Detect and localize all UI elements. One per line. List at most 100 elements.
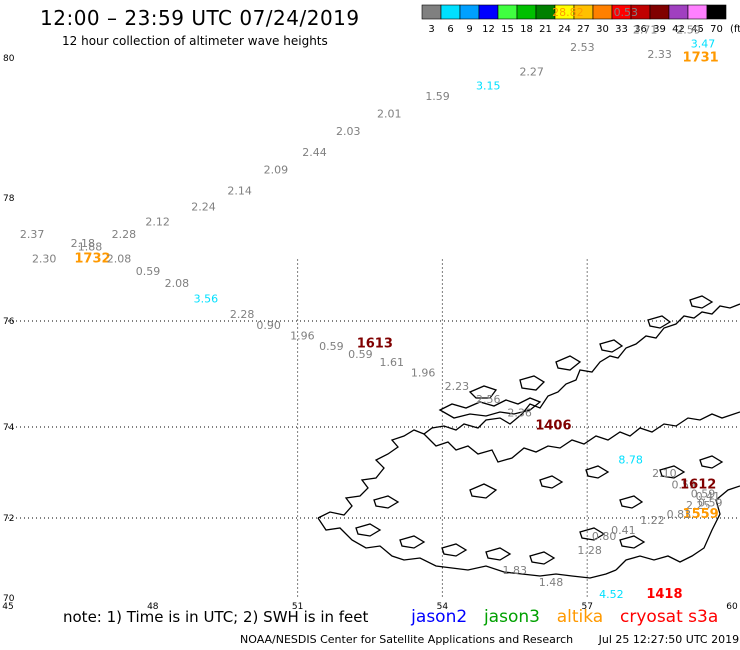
wave-height-label: 2.12: [145, 216, 170, 229]
legend-note: note: 1) Time is in UTC; 2) SWH is in fe…: [63, 608, 369, 626]
wave-height-label: 2.09: [264, 164, 289, 177]
lat-tick-label: 74: [3, 423, 15, 433]
colorbar-swatch-70: [706, 4, 727, 20]
wave-height-label: 1.59: [425, 90, 450, 103]
pass-time-label: 1732: [74, 252, 110, 267]
colorbar-label: 9: [466, 24, 472, 35]
lat-tick-label: 76: [3, 317, 15, 327]
legend-sat-cryosat: cryosat s3a: [620, 607, 719, 627]
wave-height-label: 1.28: [577, 544, 602, 557]
colorbar-label: 30: [596, 24, 609, 35]
pass-time-label: 1406: [535, 418, 571, 433]
wave-height-label: 2.37: [20, 228, 45, 241]
wave-height-label: 0.83: [667, 508, 692, 521]
lat-tick-label: 72: [3, 514, 14, 524]
wave-height-label: 3.56: [194, 293, 219, 306]
colorbar-label: 6: [447, 24, 453, 35]
wave-height-label: 2.53: [570, 41, 595, 54]
lat-lon-grid: [8, 259, 740, 598]
page-subtitle: 12 hour collection of altimeter wave hei…: [62, 34, 328, 48]
wave-height-label: 2.01: [377, 108, 402, 121]
wave-height-label: 1.88: [78, 240, 103, 253]
colorbar-label: 36: [634, 24, 647, 35]
wave-height-label: 2.23: [445, 380, 470, 393]
wave-height-label: 2.71: [633, 24, 658, 37]
wave-height-label: 0.53: [614, 6, 639, 19]
wave-height-label: 2.08: [107, 253, 132, 266]
wave-height-label: 3.47: [691, 38, 716, 51]
legend-sat-altika: altika: [556, 607, 604, 627]
lat-tick-label: 78: [3, 194, 15, 204]
wave-height-label: 0.59: [691, 488, 716, 501]
wave-height-label: 0.59: [671, 478, 696, 491]
pass-time-label: 1418: [646, 587, 682, 602]
wave-height-label: 2.03: [336, 125, 361, 138]
lat-tick-label: 80: [3, 54, 15, 64]
lon-tick-label: 60: [726, 602, 738, 610]
lon-tick-label: 54: [437, 602, 449, 610]
wave-height-label: 2.36: [507, 406, 532, 419]
wave-height-label: 2.44: [302, 146, 327, 159]
wave-height-label: 1.22: [640, 514, 665, 527]
wave-height-label: 0.59: [136, 265, 161, 278]
wave-height-label: 1.96: [411, 367, 436, 380]
wave-height-label: 2.56: [476, 393, 501, 406]
wave-height-label: 0.41: [611, 524, 636, 537]
wave-height-label: 1.83: [503, 564, 528, 577]
credit-org: NOAA/NESDIS Center for Satellite Applica…: [240, 633, 574, 646]
wave-height-label: 1.61: [379, 356, 404, 369]
colorbar-label: 18: [520, 24, 533, 35]
credit-timestamp: Jul 25 12:27:50 UTC 2019: [598, 633, 740, 646]
wave-height-observations: 2.372.181.882.282.30 17322.082.120.592.24…: [20, 6, 723, 602]
pass-time-label: 1613: [357, 337, 393, 352]
colorbar-label: 39: [653, 24, 666, 35]
pass-time-label: 1731: [683, 51, 719, 66]
wave-height-label: 4.52: [599, 588, 624, 601]
colorbar-label: 27: [577, 24, 590, 35]
legend-sat-jason2: jason2: [411, 607, 468, 627]
wave-height-map[interactable]: 80 78 76 74 72 70 45 48 51 54 57 60 2.37 2.181.88 2.2…: [0, 0, 740, 610]
lon-tick-label: 48: [147, 602, 159, 610]
colorbar-label: 3: [428, 24, 434, 35]
wave-height-label: 2.24: [191, 200, 216, 213]
lon-tick-label: 51: [292, 602, 303, 610]
wave-height-label: 1.48: [539, 576, 564, 589]
wave-height-label: 2.28: [112, 228, 137, 241]
wave-height-label: 8.78: [618, 453, 643, 466]
wave-height-label: 0.59: [698, 497, 723, 510]
colorbar-label: 24: [558, 24, 571, 35]
lat-tick-label: 70: [3, 594, 15, 604]
footer-credit: NOAA/NESDIS Center for Satellite Applica…: [240, 633, 739, 646]
wave-height-label: 3.15: [476, 80, 501, 93]
legend-sat-jason3: jason3: [483, 607, 540, 627]
wave-height-label: 0.59: [319, 340, 344, 353]
wave-height-label: 2.59: [676, 24, 701, 37]
wave-height-label: 0.41: [696, 490, 721, 503]
wave-height-label: 2.30: [32, 253, 57, 266]
wave-height-label: 2.28: [230, 308, 255, 321]
wave-height-label: 2.14: [227, 185, 252, 198]
colorbar-label: 15: [501, 24, 514, 35]
wave-height-label: 0.80: [592, 530, 617, 543]
colorbar-label: 33: [615, 24, 628, 35]
legend: note: 1) Time is in UTC; 2) SWH is in fe…: [63, 607, 730, 627]
wave-height-label: 2.08: [165, 277, 190, 290]
wave-height-label: 2.27: [519, 66, 544, 79]
wave-height-label: 2.18: [71, 237, 96, 250]
colorbar-label: 12: [482, 24, 495, 35]
pass-time-label: 1612: [680, 477, 716, 492]
colorbar-label: 42: [672, 24, 685, 35]
pass-time-label: 1559: [683, 507, 719, 522]
wave-height-label: 0.59: [348, 348, 373, 361]
colorbar-label: 70: [710, 24, 723, 35]
colorbar-label: 21: [539, 24, 552, 35]
wave-height-label: 28.82: [552, 6, 584, 19]
lon-tick-label: 57: [581, 602, 592, 610]
colorbar-label: 45: [691, 24, 704, 35]
wave-height-label: 0.90: [256, 319, 281, 332]
greenland-coastline: [317, 295, 740, 579]
wave-height-label: 2.10: [652, 467, 677, 480]
colorbar-unit: (ft): [730, 24, 740, 35]
